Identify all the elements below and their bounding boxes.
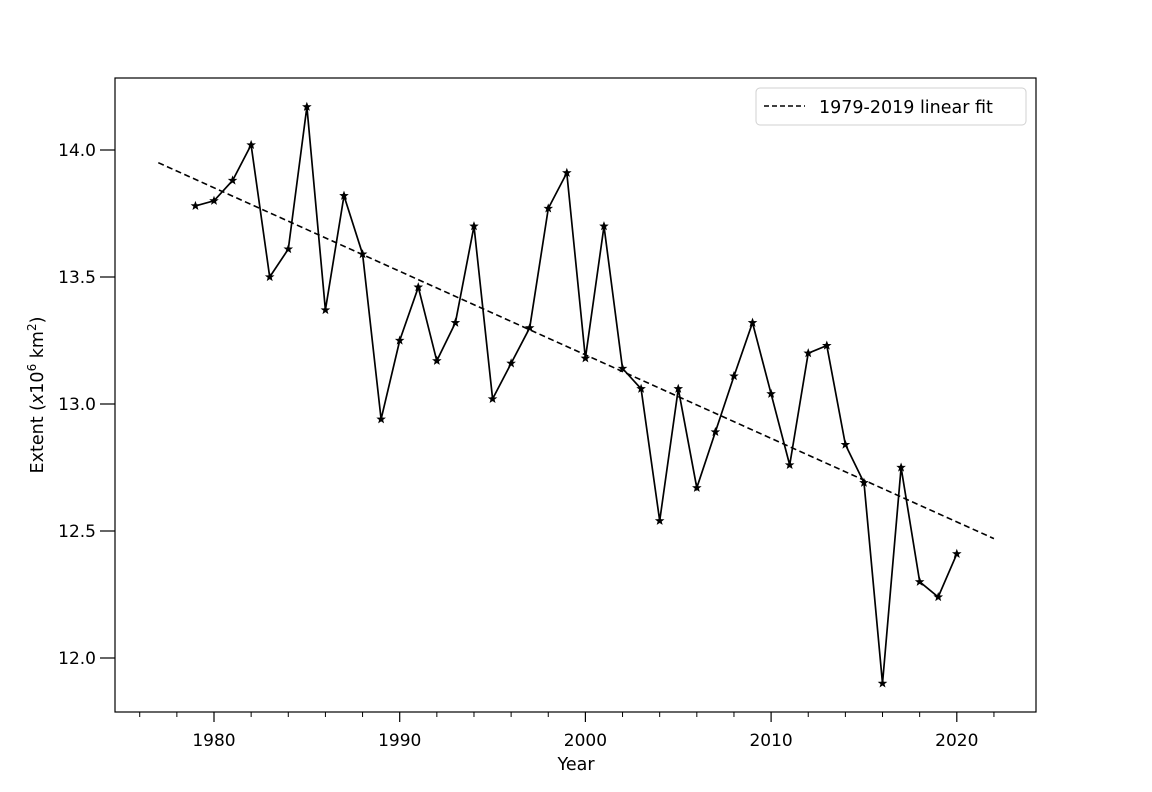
plot-area bbox=[157, 101, 995, 688]
y-axis: 12.0 12.5 13.0 13.5 14.0 bbox=[58, 141, 115, 669]
linear-fit-line bbox=[157, 161, 995, 540]
star-marker-icon bbox=[933, 591, 944, 602]
star-marker-icon bbox=[747, 317, 758, 327]
star-marker-icon bbox=[283, 244, 294, 254]
star-marker-icon bbox=[636, 383, 646, 393]
star-marker-icon bbox=[376, 414, 386, 424]
star-marker-icon bbox=[562, 167, 572, 177]
star-marker-icon bbox=[413, 282, 424, 292]
star-marker-icon bbox=[190, 200, 201, 210]
star-marker-icon bbox=[524, 322, 535, 332]
y-tick-label: 13.0 bbox=[58, 395, 96, 415]
star-marker-icon bbox=[469, 221, 479, 231]
extent-series-line bbox=[195, 106, 958, 684]
x-tick-label: 2010 bbox=[749, 731, 792, 751]
star-marker-icon bbox=[654, 515, 665, 525]
star-marker-icon bbox=[246, 139, 256, 150]
star-marker-icon bbox=[599, 221, 609, 231]
star-marker-icon bbox=[264, 271, 275, 282]
star-marker-icon bbox=[840, 439, 851, 449]
star-marker-icon bbox=[209, 195, 219, 205]
star-marker-icon bbox=[951, 548, 962, 558]
star-marker-icon bbox=[803, 348, 814, 358]
x-tick-label: 2020 bbox=[935, 731, 978, 751]
y-axis-label: Extent (x106 km2) bbox=[25, 317, 48, 474]
x-tick-label: 1980 bbox=[192, 731, 235, 751]
legend: 1979-2019 linear fit bbox=[755, 87, 1027, 126]
star-marker-icon bbox=[227, 175, 238, 185]
y-tick-label: 12.0 bbox=[58, 649, 96, 669]
star-marker-icon bbox=[432, 355, 442, 365]
axes-frame bbox=[114, 77, 1037, 713]
y-tick-label: 14.0 bbox=[58, 141, 96, 161]
star-marker-icon bbox=[543, 203, 554, 213]
y-tick-label: 12.5 bbox=[58, 522, 96, 542]
star-marker-icon bbox=[487, 393, 498, 404]
star-marker-icon bbox=[617, 363, 628, 373]
star-marker-icon bbox=[784, 459, 795, 470]
star-marker-icon bbox=[896, 462, 906, 472]
star-marker-icon bbox=[394, 335, 405, 345]
star-marker-icon bbox=[450, 317, 461, 327]
x-axis-label: Year bbox=[556, 755, 595, 775]
x-tick-label: 1990 bbox=[378, 731, 421, 751]
star-marker-icon bbox=[580, 353, 591, 363]
star-marker-icon bbox=[692, 482, 702, 492]
star-marker-icon bbox=[710, 426, 721, 437]
star-marker-icon bbox=[859, 477, 869, 487]
legend-label: 1979-2019 linear fit bbox=[819, 98, 993, 118]
y-tick-label: 13.5 bbox=[58, 268, 96, 288]
x-axis: 1980 1990 2000 2010 2020 bbox=[139, 712, 995, 751]
star-marker-icon bbox=[729, 371, 739, 381]
star-marker-icon bbox=[506, 358, 516, 368]
star-marker-icon bbox=[339, 190, 349, 200]
star-marker-icon bbox=[877, 678, 888, 688]
star-marker-icon bbox=[357, 249, 368, 259]
x-tick-label: 2000 bbox=[564, 731, 607, 751]
star-marker-icon bbox=[302, 101, 312, 111]
star-marker-icon bbox=[914, 576, 925, 586]
star-marker-icon bbox=[320, 304, 331, 315]
star-marker-icon bbox=[673, 383, 684, 393]
legend-box bbox=[755, 87, 1027, 126]
star-marker-icon bbox=[822, 340, 832, 350]
star-marker-icon bbox=[766, 388, 776, 398]
